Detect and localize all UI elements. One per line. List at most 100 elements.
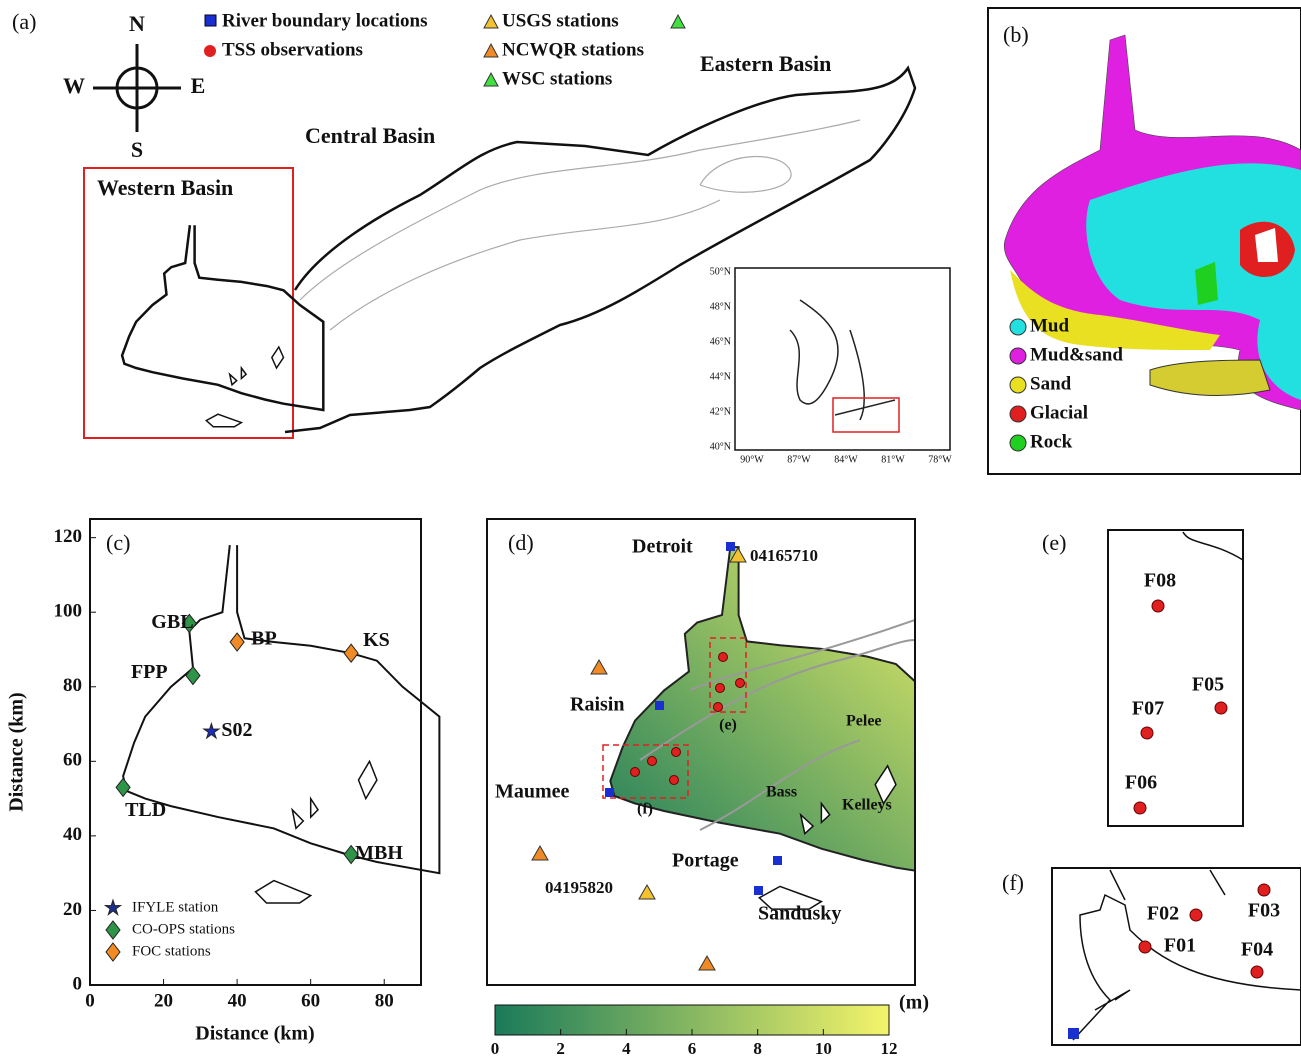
island <box>272 347 284 368</box>
x-axis-label: Distance (km) <box>195 1023 314 1045</box>
place-label: Kelleys <box>842 797 892 814</box>
river-boundary <box>1068 1028 1079 1039</box>
station-label: S02 <box>221 719 252 741</box>
island <box>256 881 311 903</box>
colorbar-tick-label: 6 <box>688 1039 697 1056</box>
station-label: F01 <box>1164 935 1196 957</box>
lake-outline <box>123 545 439 873</box>
station-label: F02 <box>1147 903 1179 925</box>
legend-label: IFYLE station <box>132 899 219 915</box>
inset-tick-label: 40°N <box>710 441 731 452</box>
station-marker <box>116 778 130 796</box>
station-label: FPP <box>131 661 168 683</box>
colorbar-tick-label: 0 <box>491 1039 500 1056</box>
legend-label: FOC stations <box>132 943 211 959</box>
station-label: KS <box>363 629 390 651</box>
inset-map: 50°N48°N46°N44°N42°N40°N90°W87°W84°W81°W… <box>710 266 953 465</box>
legend-symbol <box>1010 348 1026 364</box>
island <box>359 761 377 798</box>
panel-label: (b) <box>1003 22 1029 47</box>
legend-label: Mud <box>1030 315 1070 336</box>
y-tick-label: 20 <box>63 899 82 920</box>
inset-tick-label: 46°N <box>710 336 731 347</box>
legend-symbol <box>1010 377 1026 393</box>
legend-label: Glacial <box>1030 402 1088 423</box>
basin-label: Eastern Basin <box>700 51 831 76</box>
legend-label: NCWQR stations <box>502 39 644 60</box>
inset-tick-label: 42°N <box>710 406 731 417</box>
station-marker <box>204 724 219 739</box>
legend-symbol <box>484 44 498 57</box>
legend-symbol <box>484 15 498 28</box>
inset-tick-label: 44°N <box>710 371 731 382</box>
station-label: TLD <box>125 799 166 821</box>
station-marker <box>105 900 120 915</box>
legend-label: TSS observations <box>222 39 363 60</box>
compass-n: N <box>129 11 145 36</box>
island <box>311 799 318 818</box>
legend-symbol <box>204 45 216 57</box>
colorbar-tick-label: 4 <box>622 1039 631 1056</box>
compass-w: W <box>63 73 85 98</box>
legend-symbol <box>1010 319 1026 335</box>
station-marker <box>106 943 120 961</box>
basin-label: Central Basin <box>305 123 435 148</box>
compass-e: E <box>191 73 206 98</box>
x-tick-label: 0 <box>85 990 95 1011</box>
panel-label: (e) <box>1042 530 1066 555</box>
place-label: Maumee <box>495 781 570 803</box>
station-label: 04165710 <box>750 546 818 565</box>
island <box>292 810 303 829</box>
inset-tick-label: 48°N <box>710 301 731 312</box>
subpanel-ref: (f) <box>637 801 653 818</box>
legend-symbol <box>205 15 216 26</box>
basin-label: Western Basin <box>97 175 233 200</box>
inset-tick-label: 81°W <box>881 454 905 465</box>
x-tick-label: 20 <box>154 990 173 1011</box>
panel-label: (c) <box>106 530 130 555</box>
figure: (a) N S W E River boundary locations TSS… <box>0 0 1301 1056</box>
inset-tick-label: 78°W <box>928 454 952 465</box>
colorbar-tick-label: 8 <box>753 1039 762 1056</box>
colorbar-tick-label: 10 <box>815 1039 832 1056</box>
station-label: F08 <box>1144 570 1176 592</box>
colorbar-unit: (m) <box>899 992 929 1014</box>
station <box>671 15 685 28</box>
legend-label: Rock <box>1030 431 1073 452</box>
legend-symbol <box>484 73 498 86</box>
colorbar-tick-label: 12 <box>881 1039 898 1056</box>
inset-tick-label: 90°W <box>740 454 764 465</box>
lake-outline <box>610 547 966 879</box>
legend-symbol <box>1010 406 1026 422</box>
inset-tick-label: 84°W <box>834 454 858 465</box>
island <box>230 374 237 385</box>
place-label: Sandusky <box>758 903 841 925</box>
place-label: Pelee <box>846 713 882 730</box>
legend-label: USGS stations <box>502 10 619 31</box>
station-label: MBH <box>355 842 403 864</box>
legend-label: CO-OPS stations <box>132 921 235 937</box>
place-label: Portage <box>672 850 739 872</box>
y-tick-label: 80 <box>63 675 82 696</box>
shoreline <box>1183 532 1243 560</box>
station-label: 04195820 <box>545 878 613 897</box>
station-marker <box>106 921 120 939</box>
legend-symbol <box>1010 435 1026 451</box>
station-label: F07 <box>1132 698 1164 720</box>
station-label: F05 <box>1192 674 1224 696</box>
inset-tick-label: 50°N <box>710 266 731 277</box>
station-label: F04 <box>1241 939 1273 961</box>
place-label: Bass <box>766 784 797 801</box>
panel-label: (d) <box>508 530 534 555</box>
legend-label: Sand <box>1030 373 1072 394</box>
y-tick-label: 0 <box>73 973 83 994</box>
tss-points <box>1139 884 1270 978</box>
y-tick-label: 40 <box>63 824 82 845</box>
y-tick-label: 100 <box>54 601 83 622</box>
station-label: BP <box>251 628 277 650</box>
station-marker <box>230 633 244 651</box>
station-label: GBL <box>151 611 193 633</box>
x-tick-label: 80 <box>375 990 394 1011</box>
x-tick-label: 40 <box>228 990 247 1011</box>
island <box>206 414 241 427</box>
